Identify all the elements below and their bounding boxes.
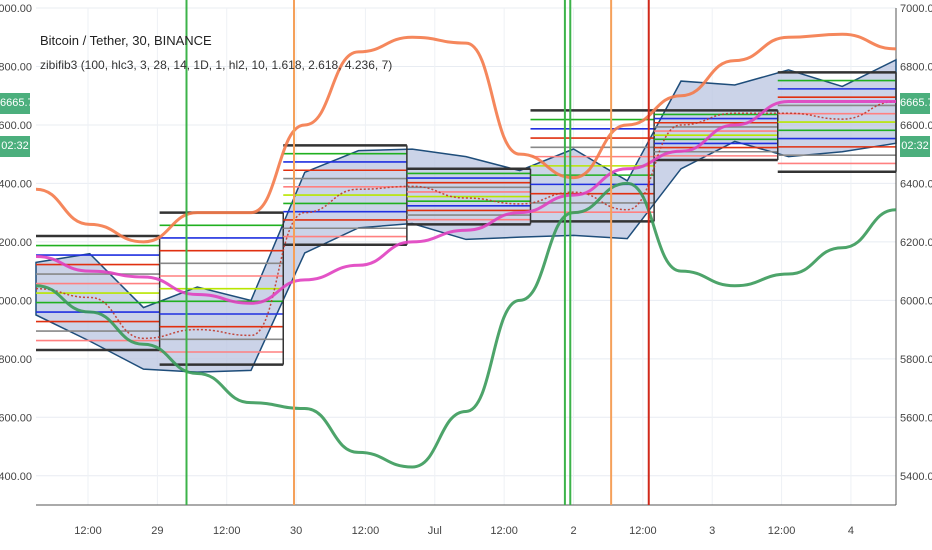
orange-curve-line: [35, 32, 897, 244]
y-tick-label-right: 5800.00: [900, 354, 932, 366]
symbol-title[interactable]: Bitcoin / Tether, 30, BINANCE: [40, 33, 212, 48]
y-tick-label-left: 7000.00: [0, 3, 32, 15]
y-tick-label-right: 6600.00: [900, 120, 932, 132]
right-price-badge: 6665.79: [900, 93, 932, 114]
left-price-badge: 6665.79: [0, 93, 40, 114]
green-curve-line: [35, 181, 897, 469]
y-tick-label-right: 5400.00: [900, 471, 932, 483]
y-tick-label-right: 5600.00: [900, 412, 932, 424]
y-tick-label-left: 6400.00: [0, 178, 32, 190]
y-tick-label-left: 6800.00: [0, 61, 32, 73]
x-tick-label: 12:00: [74, 525, 102, 537]
y-tick-label-right: 6800.00: [900, 61, 932, 73]
y-tick-label-left: 5600.00: [0, 412, 32, 424]
y-tick-label-left: 6200.00: [0, 237, 32, 249]
x-tick-label: 12:00: [768, 525, 796, 537]
right-time-badge: 02:32: [900, 136, 930, 157]
chart-legend: Bitcoin / Tether, 30, BINANCE zibifib3 (…: [40, 28, 392, 78]
y-tick-label-right: 7000.00: [900, 3, 932, 15]
x-tick-label: 2: [570, 525, 576, 537]
x-tick-label: 4: [848, 525, 854, 537]
x-tick-label: Jul: [428, 525, 442, 537]
left-time-badge: 02:32: [0, 136, 30, 157]
y-tick-label-left: 6000.00: [0, 295, 32, 307]
y-tick-label-left: 5800.00: [0, 354, 32, 366]
y-tick-label-right: 6400.00: [900, 178, 932, 190]
x-tick-label: 29: [151, 525, 163, 537]
y-tick-label-left: 5400.00: [0, 471, 32, 483]
y-tick-label-right: 6000.00: [900, 295, 932, 307]
x-tick-label: 12:00: [490, 525, 518, 537]
x-tick-label: 30: [290, 525, 302, 537]
y-tick-label-right: 6200.00: [900, 237, 932, 249]
x-tick-label: 12:00: [629, 525, 657, 537]
indicator-label[interactable]: zibifib3 (100, hlc3, 3, 28, 14, 1D, 1, h…: [40, 58, 393, 72]
x-tick-label: 3: [709, 525, 715, 537]
y-tick-label-left: 6600.00: [0, 120, 32, 132]
x-tick-label: 12:00: [213, 525, 241, 537]
x-tick-label: 12:00: [352, 525, 380, 537]
magenta-curve-line: [35, 100, 896, 305]
